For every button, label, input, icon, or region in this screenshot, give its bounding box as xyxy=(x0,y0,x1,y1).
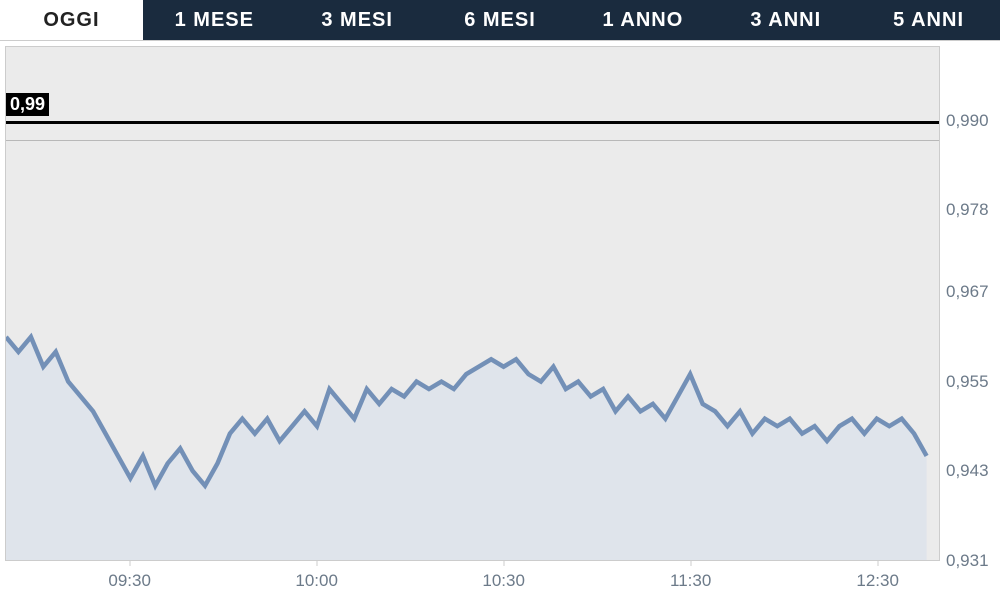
x-axis: 09:30 10:00 10:30 11:30 12:30 xyxy=(5,561,940,606)
y-tick-label: 0,931 xyxy=(946,551,989,571)
tab-5-anni[interactable]: 5 ANNI xyxy=(857,0,1000,40)
tab-1-mese[interactable]: 1 MESE xyxy=(143,0,286,40)
x-tick-label: 12:30 xyxy=(856,571,899,591)
tab-6-mesi[interactable]: 6 MESI xyxy=(429,0,572,40)
x-tick-label: 11:30 xyxy=(670,571,711,591)
reference-price-label: 0,99 xyxy=(6,93,49,116)
y-tick-label: 0,967 xyxy=(946,282,989,302)
x-tick-mark xyxy=(129,560,130,566)
tab-oggi[interactable]: OGGI xyxy=(0,0,143,40)
tab-1-anno[interactable]: 1 ANNO xyxy=(571,0,714,40)
y-tick-label: 0,943 xyxy=(946,461,989,481)
x-tick-label: 10:00 xyxy=(295,571,338,591)
x-tick-label: 09:30 xyxy=(108,571,151,591)
y-axis: 0,9900,9780,9670,9550,9430,931 xyxy=(940,46,1000,561)
x-tick-mark xyxy=(690,560,691,566)
chart-area: 0,99 0,990 0,978 0,967 0,955 0,943 0,931 09:3… xyxy=(0,40,1000,606)
separator-line xyxy=(6,140,939,141)
y-tick-label: 0,978 xyxy=(946,200,989,220)
reference-price-line xyxy=(6,121,939,124)
plot-area: 0,99 xyxy=(5,46,940,561)
chart-widget: OGGI1 MESE3 MESI6 MESI1 ANNO3 ANNI5 ANNI… xyxy=(0,0,1000,606)
x-tick-label: 10:30 xyxy=(482,571,525,591)
tab-3-anni[interactable]: 3 ANNI xyxy=(714,0,857,40)
x-tick-mark xyxy=(316,560,317,566)
area-fill xyxy=(6,337,927,560)
x-tick-mark xyxy=(877,560,878,566)
y-tick-label: 0,990 xyxy=(946,111,989,131)
x-tick-mark xyxy=(503,560,504,566)
time-range-tabs: OGGI1 MESE3 MESI6 MESI1 ANNO3 ANNI5 ANNI xyxy=(0,0,1000,40)
tab-3-mesi[interactable]: 3 MESI xyxy=(286,0,429,40)
y-tick-label: 0,955 xyxy=(946,372,989,392)
